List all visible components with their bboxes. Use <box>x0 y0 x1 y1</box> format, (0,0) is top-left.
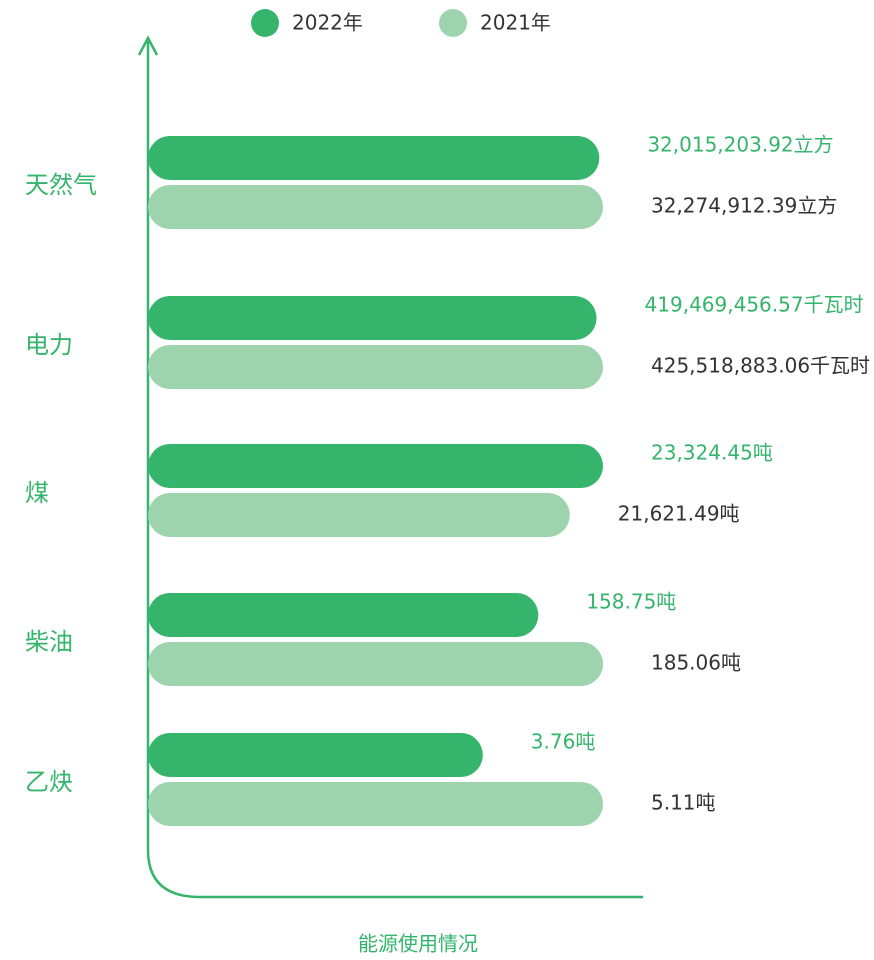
bar <box>148 185 603 229</box>
legend-swatch <box>251 9 279 37</box>
value-label: 23,324.45吨 <box>651 441 773 465</box>
bar <box>148 345 603 389</box>
category-label: 电力 <box>25 331 73 359</box>
bar <box>148 733 483 777</box>
bar <box>148 444 603 488</box>
value-label: 3.76吨 <box>531 730 596 754</box>
category-label: 煤 <box>25 479 49 507</box>
category-label: 天然气 <box>25 171 97 199</box>
legend-swatch <box>439 9 467 37</box>
bar <box>148 136 600 180</box>
bar <box>148 642 603 686</box>
value-label: 419,469,456.57千瓦时 <box>645 293 864 317</box>
value-label: 158.75吨 <box>586 590 676 614</box>
category-label: 乙炔 <box>25 768 73 796</box>
bar <box>148 493 570 537</box>
axis <box>146 40 643 899</box>
category-label: 柴油 <box>25 628 73 656</box>
axis-arrow <box>137 35 159 56</box>
x-axis-label: 能源使用情况 <box>358 932 478 956</box>
value-label: 5.11吨 <box>651 791 716 815</box>
bar <box>148 296 597 340</box>
value-label: 185.06吨 <box>651 651 741 675</box>
bar <box>148 593 539 637</box>
value-label: 21,621.49吨 <box>618 502 740 526</box>
bar <box>148 782 603 826</box>
legend-label: 2022年 <box>292 11 363 35</box>
legend-label: 2021年 <box>480 11 551 35</box>
value-label: 425,518,883.06千瓦时 <box>651 354 870 378</box>
value-label: 32,274,912.39立方 <box>651 194 837 218</box>
value-label: 32,015,203.92立方 <box>647 133 833 157</box>
